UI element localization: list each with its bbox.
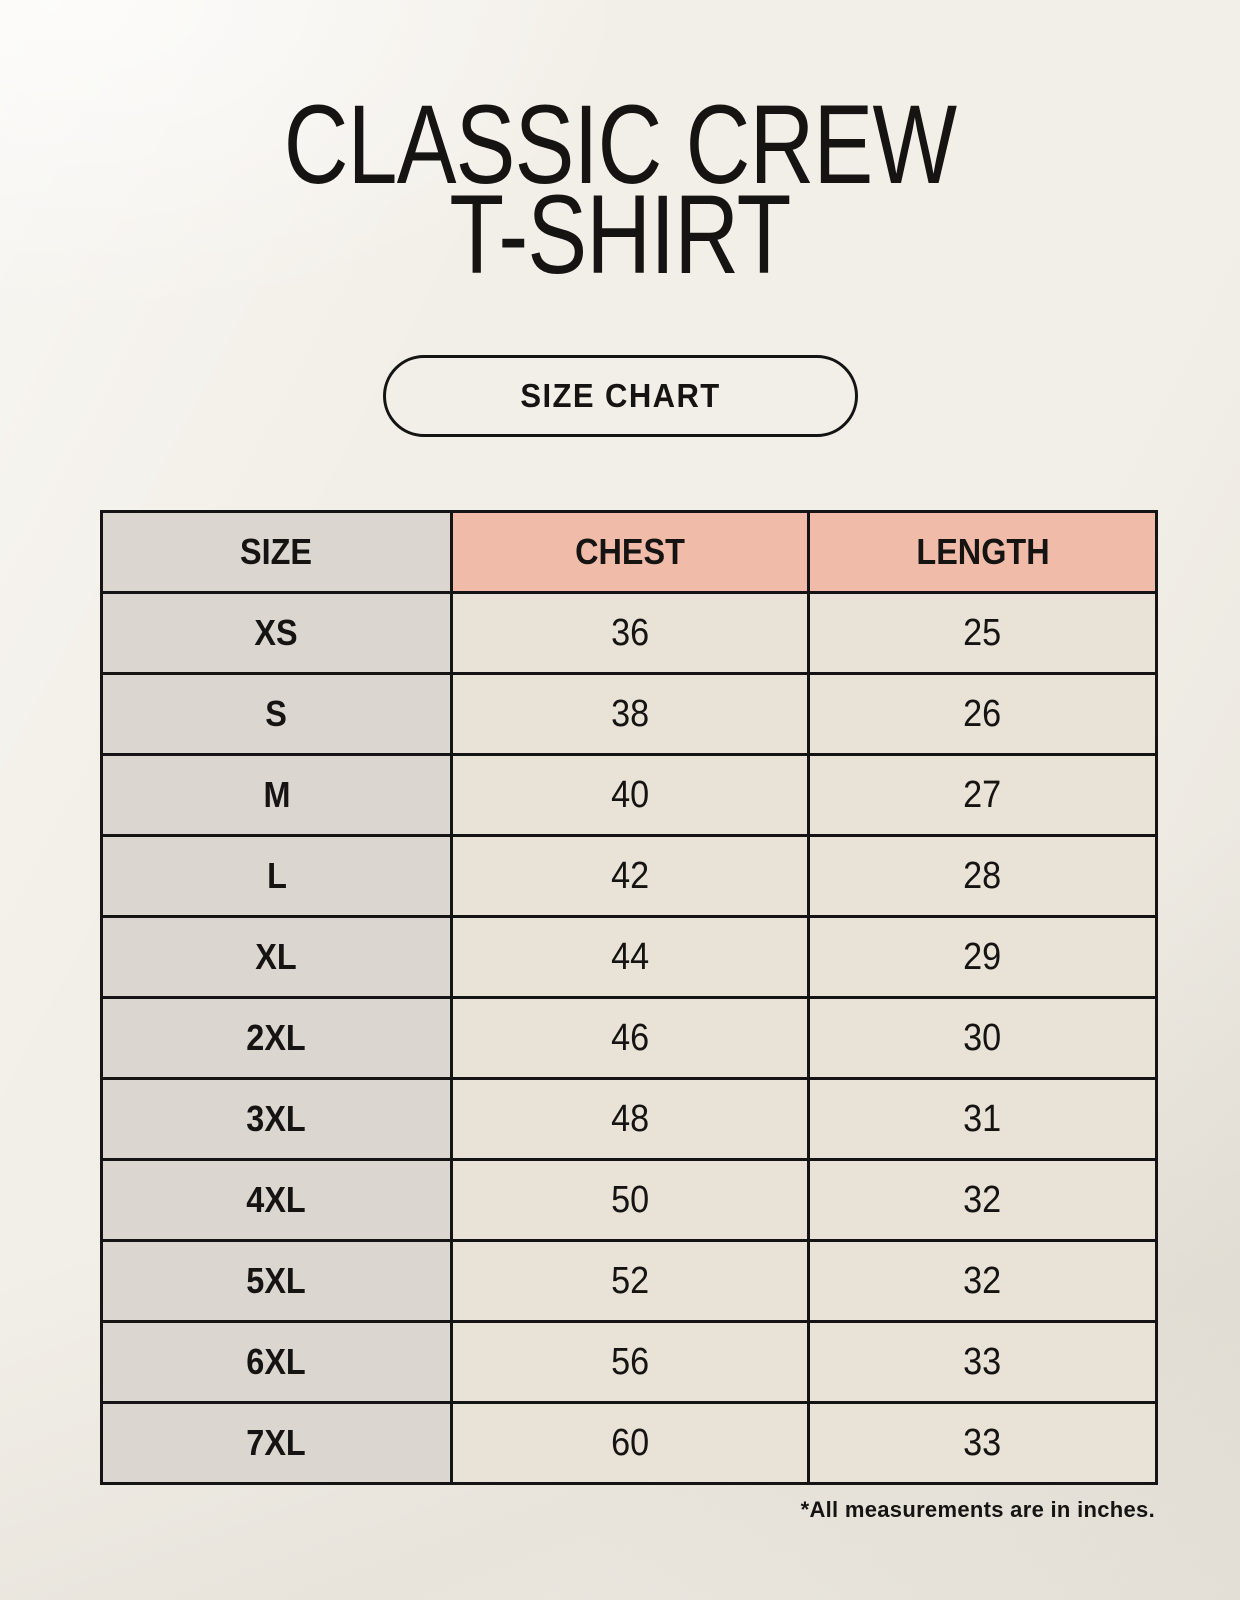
chest-value: 46	[610, 1016, 650, 1059]
chest-value: 40	[610, 773, 650, 816]
size-label: 2XL	[246, 1017, 307, 1058]
chest-value: 56	[610, 1340, 650, 1383]
length-value: 33	[963, 1340, 1002, 1383]
chest-cell: 38	[450, 672, 810, 756]
chest-value: 50	[610, 1178, 650, 1221]
length-value: 28	[963, 854, 1002, 897]
chest-cell: 50	[450, 1158, 810, 1242]
header-chest-cell: CHEST	[450, 510, 810, 594]
size-label: 3XL	[246, 1098, 307, 1139]
size-cell: 5XL	[100, 1239, 453, 1323]
size-cell: L	[100, 834, 453, 918]
length-cell: 32	[807, 1239, 1158, 1323]
size-cell: 6XL	[100, 1320, 453, 1404]
table-row: 5XL 52 32	[100, 1239, 1158, 1323]
table-row: M 40 27	[100, 753, 1158, 837]
chest-value: 48	[610, 1097, 650, 1140]
chest-value: 60	[610, 1421, 650, 1464]
chest-cell: 44	[450, 915, 810, 999]
size-label: L	[266, 855, 287, 896]
size-label: 5XL	[246, 1260, 307, 1301]
header-size-label: SIZE	[240, 531, 313, 572]
chest-value: 52	[610, 1259, 650, 1302]
chest-value: 36	[610, 611, 650, 654]
size-cell: 7XL	[100, 1401, 453, 1485]
chest-cell: 48	[450, 1077, 810, 1161]
size-label: S	[265, 693, 288, 734]
length-value: 33	[963, 1421, 1002, 1464]
length-cell: 33	[807, 1401, 1158, 1485]
header-length-cell: LENGTH	[807, 510, 1158, 594]
length-cell: 31	[807, 1077, 1158, 1161]
length-value: 29	[963, 935, 1002, 978]
length-value: 32	[963, 1259, 1002, 1302]
size-cell: M	[100, 753, 453, 837]
table-row: 3XL 48 31	[100, 1077, 1158, 1161]
chest-cell: 36	[450, 591, 810, 675]
size-cell: XS	[100, 591, 453, 675]
chest-cell: 42	[450, 834, 810, 918]
size-cell: S	[100, 672, 453, 756]
chest-cell: 60	[450, 1401, 810, 1485]
length-cell: 30	[807, 996, 1158, 1080]
size-label: 7XL	[246, 1422, 307, 1463]
chest-cell: 52	[450, 1239, 810, 1323]
chest-value: 44	[610, 935, 650, 978]
size-cell: 2XL	[100, 996, 453, 1080]
measurements-footnote: *All measurements are in inches.	[800, 1497, 1155, 1522]
size-label: M	[263, 774, 290, 815]
length-value: 32	[963, 1178, 1002, 1221]
size-chart-button-label: SIZE CHART	[519, 377, 721, 414]
length-value: 31	[963, 1097, 1002, 1140]
size-cell: 3XL	[100, 1077, 453, 1161]
table-row: XS 36 25	[100, 591, 1158, 675]
length-cell: 26	[807, 672, 1158, 756]
table-row: 7XL 60 33	[100, 1401, 1158, 1485]
table-row: L 42 28	[100, 834, 1158, 918]
table-row: 2XL 46 30	[100, 996, 1158, 1080]
page-title: CLASSIC CREW T-SHIRT	[0, 0, 1240, 297]
length-cell: 28	[807, 834, 1158, 918]
length-value: 26	[963, 692, 1002, 735]
length-cell: 25	[807, 591, 1158, 675]
size-cell: 4XL	[100, 1158, 453, 1242]
header-length-label: LENGTH	[915, 531, 1050, 572]
length-value: 25	[963, 611, 1002, 654]
size-table-header-row: SIZE CHEST LENGTH	[100, 510, 1158, 594]
length-value: 30	[963, 1016, 1002, 1059]
length-value: 27	[963, 773, 1002, 816]
chest-cell: 40	[450, 753, 810, 837]
size-label: 6XL	[246, 1341, 307, 1382]
chest-cell: 46	[450, 996, 810, 1080]
chest-cell: 56	[450, 1320, 810, 1404]
size-label: XS	[254, 612, 299, 653]
table-row: S 38 26	[100, 672, 1158, 756]
header-size-cell: SIZE	[100, 510, 453, 594]
title-line-1: CLASSIC CREW	[283, 82, 957, 207]
size-cell: XL	[100, 915, 453, 999]
table-row: 6XL 56 33	[100, 1320, 1158, 1404]
title-line-2: T-SHIRT	[449, 172, 791, 297]
chest-value: 38	[610, 692, 650, 735]
length-cell: 32	[807, 1158, 1158, 1242]
chest-value: 42	[610, 854, 650, 897]
size-chart-button[interactable]: SIZE CHART	[382, 355, 858, 437]
size-label: XL	[255, 936, 298, 977]
size-label: 4XL	[246, 1179, 307, 1220]
header-chest-label: CHEST	[575, 531, 685, 572]
table-row: 4XL 50 32	[100, 1158, 1158, 1242]
size-table: SIZE CHEST LENGTH XS 36 25 S 38 26	[100, 510, 1158, 1485]
table-row: XL 44 29	[100, 915, 1158, 999]
length-cell: 29	[807, 915, 1158, 999]
length-cell: 27	[807, 753, 1158, 837]
length-cell: 33	[807, 1320, 1158, 1404]
